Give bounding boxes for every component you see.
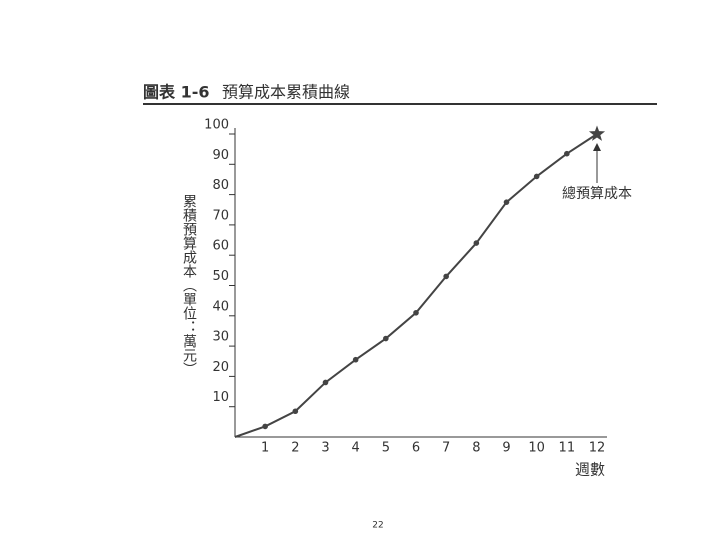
y-tick-label: 10	[212, 390, 229, 405]
chart-title: 預算成本累積曲線	[222, 83, 350, 102]
data-point	[533, 173, 540, 180]
x-tick-label: 11	[559, 441, 576, 456]
y-tick-label: 90	[212, 148, 229, 163]
data-point	[352, 356, 359, 363]
y-tick-label: 30	[212, 330, 229, 345]
x-tick-label: 4	[352, 441, 360, 456]
y-axis-label: 累積預算成本（單位：萬元）	[181, 194, 197, 376]
page-number: 22	[372, 521, 383, 531]
y-tick-label: 70	[212, 208, 229, 223]
data-point	[503, 199, 510, 205]
data-point	[322, 379, 329, 386]
x-tick-label: 3	[321, 441, 329, 456]
data-line	[234, 133, 598, 438]
y-tick-label: 20	[212, 360, 229, 375]
x-tick-label: 9	[502, 441, 510, 456]
title-label: 圖表 1-6	[143, 83, 209, 102]
x-tick-label: 8	[472, 441, 480, 456]
y-tick-label: 60	[212, 239, 229, 254]
x-axis-label: 週數	[575, 461, 605, 479]
data-point	[473, 240, 480, 246]
data-point	[443, 273, 449, 280]
x-tick-label: 12	[589, 441, 606, 456]
data-point	[262, 423, 268, 430]
annotation: 總預算成本	[562, 185, 632, 202]
y-tick-label: 40	[212, 299, 229, 314]
x-tick-label: 5	[382, 441, 390, 456]
data-point	[383, 335, 389, 342]
x-tick-label: 2	[291, 441, 299, 456]
data-point	[564, 150, 570, 157]
y-tick-label: 50	[212, 269, 229, 284]
data-point	[413, 309, 419, 316]
data-point	[292, 408, 299, 415]
y-tick-label: 80	[212, 178, 229, 193]
end-star	[588, 125, 606, 141]
arrow-head	[593, 143, 601, 151]
y-tick-label: 100	[204, 118, 229, 133]
x-tick-label: 6	[412, 441, 420, 456]
x-tick-label: 1	[261, 441, 269, 456]
x-tick-label: 10	[528, 441, 545, 456]
x-tick-label: 7	[442, 441, 450, 456]
